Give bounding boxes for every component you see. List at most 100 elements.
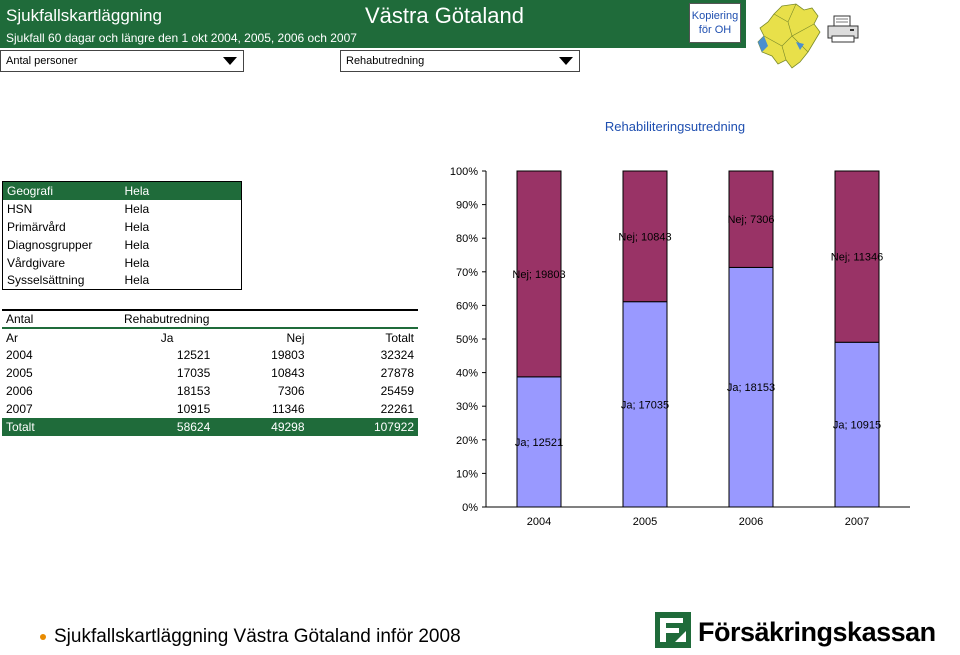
data-label: Ja; 10915 <box>833 420 881 432</box>
table-cell: 58624 <box>120 418 215 436</box>
table-cell: 2007 <box>6 402 33 416</box>
filter-key: Diagnosgrupper <box>7 237 93 252</box>
measure-dropdown-value: Antal personer <box>6 55 78 67</box>
table-cell: 25459 <box>380 384 414 398</box>
filter-value: Hela <box>124 237 150 252</box>
table-total-row: Totalt 58624 49298 107922 <box>2 418 418 436</box>
filter-table: Geografi Hela HSN Hela Primärvård Hela D… <box>2 181 242 290</box>
forsakringskassan-logo-icon <box>655 612 691 648</box>
header-bar: Sjukfallskartläggning Sjukfall 60 dagar … <box>0 0 746 48</box>
data-label: Nej; 19803 <box>512 269 565 281</box>
y-tick-label: 70% <box>456 267 478 279</box>
column-header: Nej <box>214 327 309 346</box>
forsakringskassan-logo-text: Försäkringskassan <box>698 617 936 647</box>
table-cell: 2005 <box>6 366 33 380</box>
filter-row[interactable]: HSN Hela <box>3 200 242 218</box>
printer-icon[interactable] <box>826 14 860 44</box>
table-cell: 7306 <box>277 384 305 398</box>
rehab-dropdown[interactable]: Rehabutredning <box>340 50 580 72</box>
filter-key: HSN <box>7 201 33 216</box>
table-cell: Antal <box>2 309 120 328</box>
x-tick-label: 2005 <box>633 516 657 528</box>
rehab-dropdown-value: Rehabutredning <box>346 55 425 67</box>
table-cell: 11346 <box>272 402 305 416</box>
y-tick-label: 50% <box>456 334 478 346</box>
filter-value: Hela <box>124 255 150 270</box>
filter-key: Geografi <box>2 181 121 200</box>
filter-key: Vårdgivare <box>7 255 66 270</box>
bullet-icon <box>40 634 46 640</box>
bar-nej-2007 <box>834 170 880 343</box>
table-cell: 2004 <box>6 348 33 362</box>
footer-text: Sjukfallskartläggning Västra Götaland in… <box>54 626 461 647</box>
y-tick-label: 80% <box>456 233 478 245</box>
y-tick-label: 90% <box>456 200 478 212</box>
y-tick-label: 20% <box>456 435 478 447</box>
data-label: Ja; 12521 <box>515 437 563 449</box>
measure-dropdown[interactable]: Antal personer <box>0 50 244 72</box>
y-tick-label: 30% <box>456 401 478 413</box>
chevron-down-icon <box>223 57 237 65</box>
bar-ja-2007 <box>834 341 880 508</box>
kopiering-label-2: för OH <box>698 24 732 36</box>
bar-nej-2004 <box>516 170 562 378</box>
table-cell: 27878 <box>380 366 414 380</box>
stacked-bar-chart: 0% 10% 20% 30% 40% 50% 60% 70% 80% 90% 100% Ja; 125… <box>450 166 910 528</box>
table-cell: 49298 <box>214 418 309 436</box>
data-table: Antal Rehabutredning Ar Ja Nej Totalt 20… <box>2 309 418 436</box>
table-cell: 22261 <box>380 402 414 416</box>
table-cell: 17035 <box>176 366 211 380</box>
chevron-down-icon <box>559 57 573 65</box>
y-tick-label: 40% <box>456 368 478 380</box>
filter-row[interactable]: Geografi Hela <box>2 181 242 200</box>
table-cell: 10843 <box>271 366 305 380</box>
table-row: 2006 18153 7306 25459 <box>2 382 418 400</box>
kopiering-button[interactable]: Kopiering för OH <box>689 3 741 43</box>
filter-value: Hela <box>120 181 242 200</box>
app-title: Sjukfallskartläggning <box>6 6 162 25</box>
y-tick-label: 10% <box>456 468 478 480</box>
column-header: Ar <box>2 327 120 346</box>
bar-nej-2006 <box>728 170 774 268</box>
kopiering-label-1: Kopiering <box>691 10 739 22</box>
table-cell: 18153 <box>176 384 211 398</box>
data-label: Nej; 11346 <box>831 252 883 264</box>
column-header: Ja <box>120 327 215 346</box>
y-tick-label: 100% <box>450 166 478 178</box>
table-cell: 107922 <box>308 418 418 436</box>
x-tick-label: 2004 <box>527 516 551 528</box>
data-label: Nej; 7306 <box>727 214 774 226</box>
table-row: Antal Rehabutredning <box>2 309 418 328</box>
filter-row[interactable]: Vårdgivare Hela <box>3 254 242 272</box>
bar-nej-2005 <box>622 170 668 303</box>
table-cell: 2006 <box>6 384 33 398</box>
table-cell: Totalt <box>2 418 120 436</box>
table-row: 2004 12521 19803 32324 <box>2 346 418 364</box>
data-label: Ja; 18153 <box>727 382 775 394</box>
y-tick-label: 0% <box>462 502 478 514</box>
table-header-row: Ar Ja Nej Totalt <box>2 327 418 346</box>
data-label: Ja; 17035 <box>621 399 669 411</box>
column-header: Totalt <box>308 327 418 346</box>
table-row: 2007 10915 11346 22261 <box>2 400 418 418</box>
filter-row[interactable]: Diagnosgrupper Hela <box>3 236 242 254</box>
filter-value: Hela <box>124 201 150 216</box>
region-title: Västra Götaland <box>365 3 524 28</box>
filter-key: Sysselsättning <box>7 273 85 288</box>
x-tick-label: 2007 <box>845 516 869 528</box>
data-label: Nej; 10843 <box>618 231 671 243</box>
filter-value: Hela <box>124 219 150 234</box>
filter-row[interactable]: Sysselsättning Hela <box>3 272 242 290</box>
table-cell: 19803 <box>271 348 305 362</box>
y-tick-label: 60% <box>456 300 478 312</box>
bar-ja-2006 <box>728 266 774 508</box>
table-cell: 10915 <box>176 402 211 416</box>
x-tick-label: 2006 <box>739 516 763 528</box>
filter-row[interactable]: Primärvård Hela <box>3 218 242 236</box>
filter-key: Primärvård <box>7 219 66 234</box>
filter-value: Hela <box>124 273 150 288</box>
table-cell: 12521 <box>176 348 211 362</box>
table-cell: 32324 <box>380 348 414 362</box>
region-map-icon[interactable] <box>752 2 824 70</box>
chart-title: Rehabiliteringsutredning <box>604 119 746 134</box>
